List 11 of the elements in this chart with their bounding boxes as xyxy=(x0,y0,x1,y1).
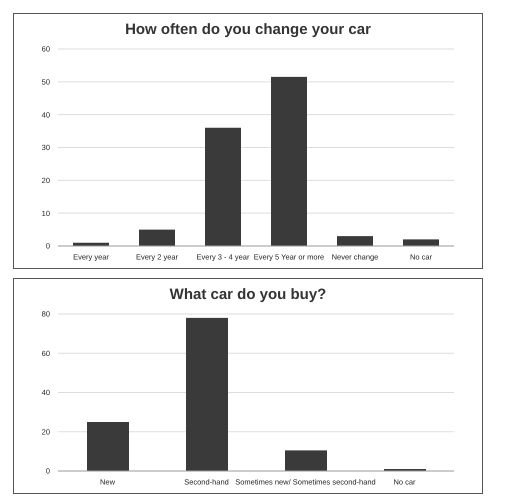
bar xyxy=(403,239,439,246)
bar xyxy=(87,422,129,471)
bar xyxy=(73,242,109,246)
bar xyxy=(271,76,307,246)
chart-title: How often do you change your car xyxy=(124,20,372,40)
chart-title: What car do you buy? xyxy=(168,285,328,305)
bar xyxy=(205,128,241,246)
bar xyxy=(186,318,228,471)
bar xyxy=(139,230,175,246)
bar xyxy=(285,450,327,471)
bar xyxy=(337,236,373,246)
